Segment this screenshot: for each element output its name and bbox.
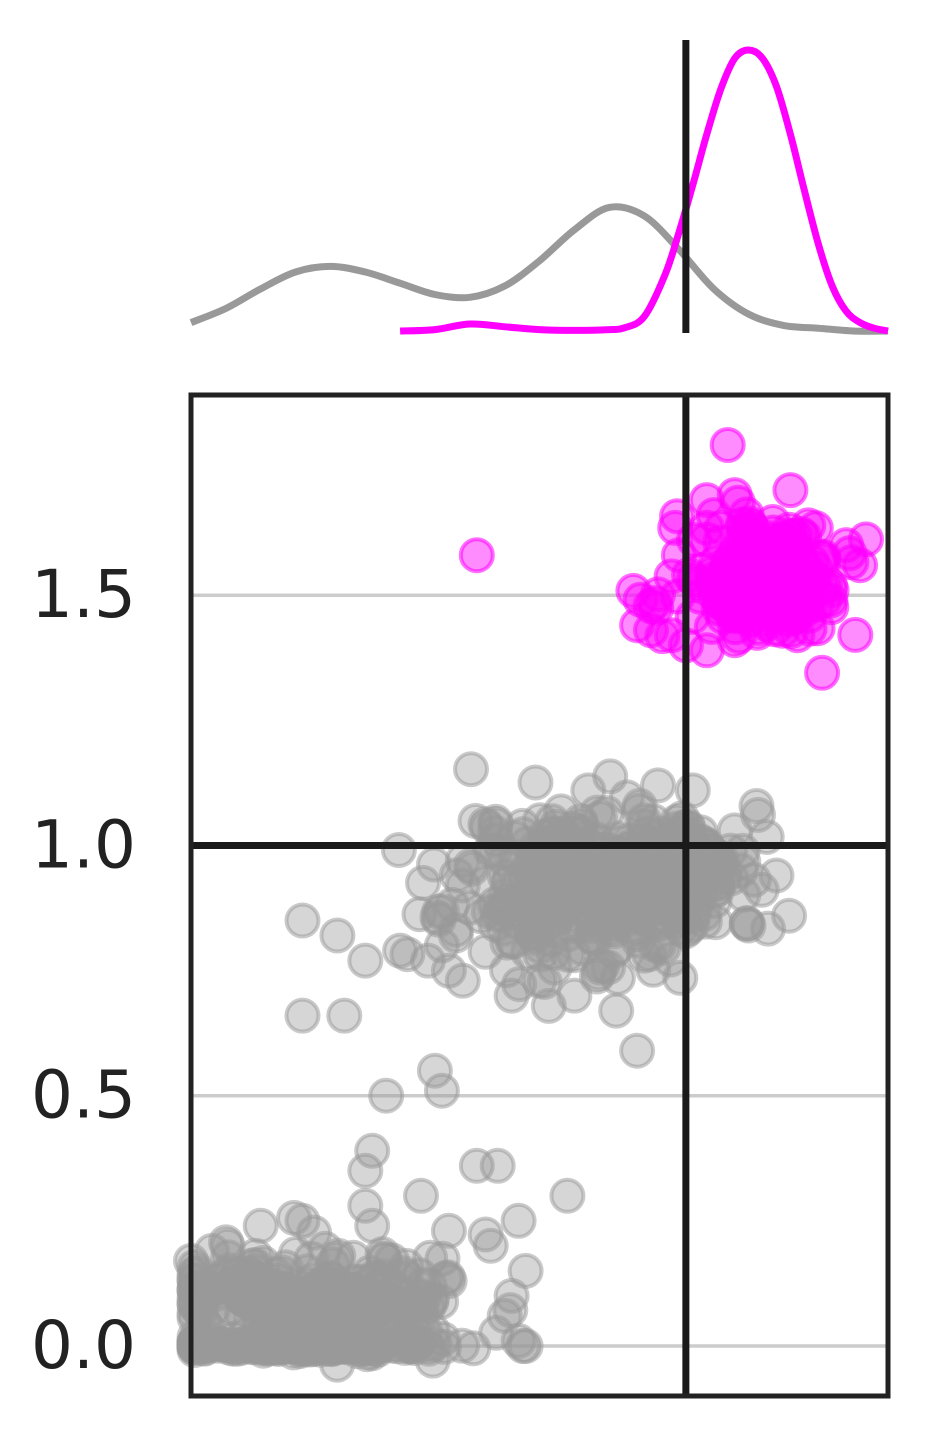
magenta-point [751, 557, 788, 594]
gray-point [517, 919, 554, 956]
gray-point [530, 987, 567, 1024]
gray-point [430, 1212, 467, 1249]
gray-point [539, 844, 576, 881]
gray-point [549, 1177, 586, 1214]
gray-point [347, 1187, 384, 1224]
magenta-point [458, 537, 495, 574]
magenta-point [804, 654, 841, 691]
magenta-point [636, 585, 673, 622]
gray-point [354, 1132, 391, 1169]
gray-point [444, 962, 481, 999]
gray-point [296, 1214, 333, 1251]
gray-point [347, 1152, 384, 1189]
magenta-point [791, 610, 828, 647]
gray-point [423, 1072, 460, 1109]
gray-point [479, 896, 516, 933]
gray-point [517, 886, 554, 923]
gray-point [455, 1330, 492, 1367]
gray-point [227, 1282, 264, 1319]
gray-density-line [189, 203, 889, 335]
scatter-panel: 0.0 0.5 1.0 1.5 [31, 392, 891, 1399]
gray-point [453, 751, 489, 788]
y-tick-label: 0.0 [31, 1307, 136, 1384]
magenta-points [458, 427, 884, 691]
gray-point [697, 904, 734, 941]
gray-point [368, 1077, 405, 1114]
gray-points [173, 751, 808, 1383]
gray-point [623, 886, 660, 923]
gray-point [467, 1216, 504, 1253]
gray-point [588, 795, 625, 831]
gray-point [389, 936, 426, 973]
gray-point [326, 997, 363, 1034]
magenta-point [709, 427, 746, 463]
gray-point [416, 1326, 453, 1363]
gray-point [505, 1328, 541, 1364]
gray-point [242, 1207, 279, 1244]
gray-point [289, 1253, 326, 1290]
gray-point [771, 897, 808, 934]
marginal-density-panel [189, 40, 889, 335]
gray-point [284, 902, 321, 939]
y-tick-label: 0.5 [31, 1057, 136, 1134]
reference-lines [191, 395, 888, 1396]
y-tick-labels: 0.0 0.5 1.0 1.5 [31, 556, 136, 1384]
gray-point [750, 910, 786, 947]
gray-point [244, 1328, 281, 1365]
gray-point [517, 764, 554, 801]
magenta-point [837, 616, 874, 653]
magenta-point [688, 521, 725, 558]
gray-point [358, 1259, 395, 1296]
magenta-point [831, 535, 868, 572]
gray-point [416, 1052, 453, 1089]
gray-point [289, 1293, 326, 1330]
gray-point [380, 832, 417, 868]
magenta-density-line [399, 46, 889, 335]
scatter-frame [188, 392, 891, 1399]
gray-point [479, 1147, 516, 1184]
gray-point [598, 992, 635, 1029]
gray-point [319, 917, 356, 954]
gray-point [490, 862, 527, 899]
magenta-point [772, 472, 809, 509]
gray-point [619, 1032, 656, 1069]
magenta-point [734, 511, 771, 548]
gray-point [403, 1177, 439, 1214]
gray-point [696, 845, 732, 882]
gray-point [176, 1261, 213, 1298]
y-tick-label: 1.5 [31, 556, 136, 633]
gray-point [454, 850, 491, 887]
gray-point [347, 942, 384, 979]
magenta-point [720, 578, 757, 615]
gray-point [346, 1327, 383, 1364]
gray-point [376, 1270, 413, 1306]
gray-point [578, 958, 615, 995]
gray-point [500, 1202, 537, 1239]
gray-point [211, 1252, 248, 1289]
gray-point [284, 997, 321, 1034]
gray-point [176, 1295, 213, 1332]
gray-point [662, 959, 699, 996]
gray-point [642, 850, 678, 887]
magenta-point [644, 618, 681, 655]
gray-point [286, 1331, 322, 1368]
gray-point [187, 1328, 224, 1365]
y-tick-label: 1.0 [31, 806, 136, 883]
gray-point [492, 1292, 529, 1329]
magenta-point [769, 590, 805, 627]
gray-point [501, 966, 538, 1003]
gray-point [597, 892, 634, 929]
gray-point [536, 949, 573, 986]
gray-point [631, 936, 668, 973]
gray-point [419, 899, 456, 936]
gray-point [405, 864, 441, 901]
